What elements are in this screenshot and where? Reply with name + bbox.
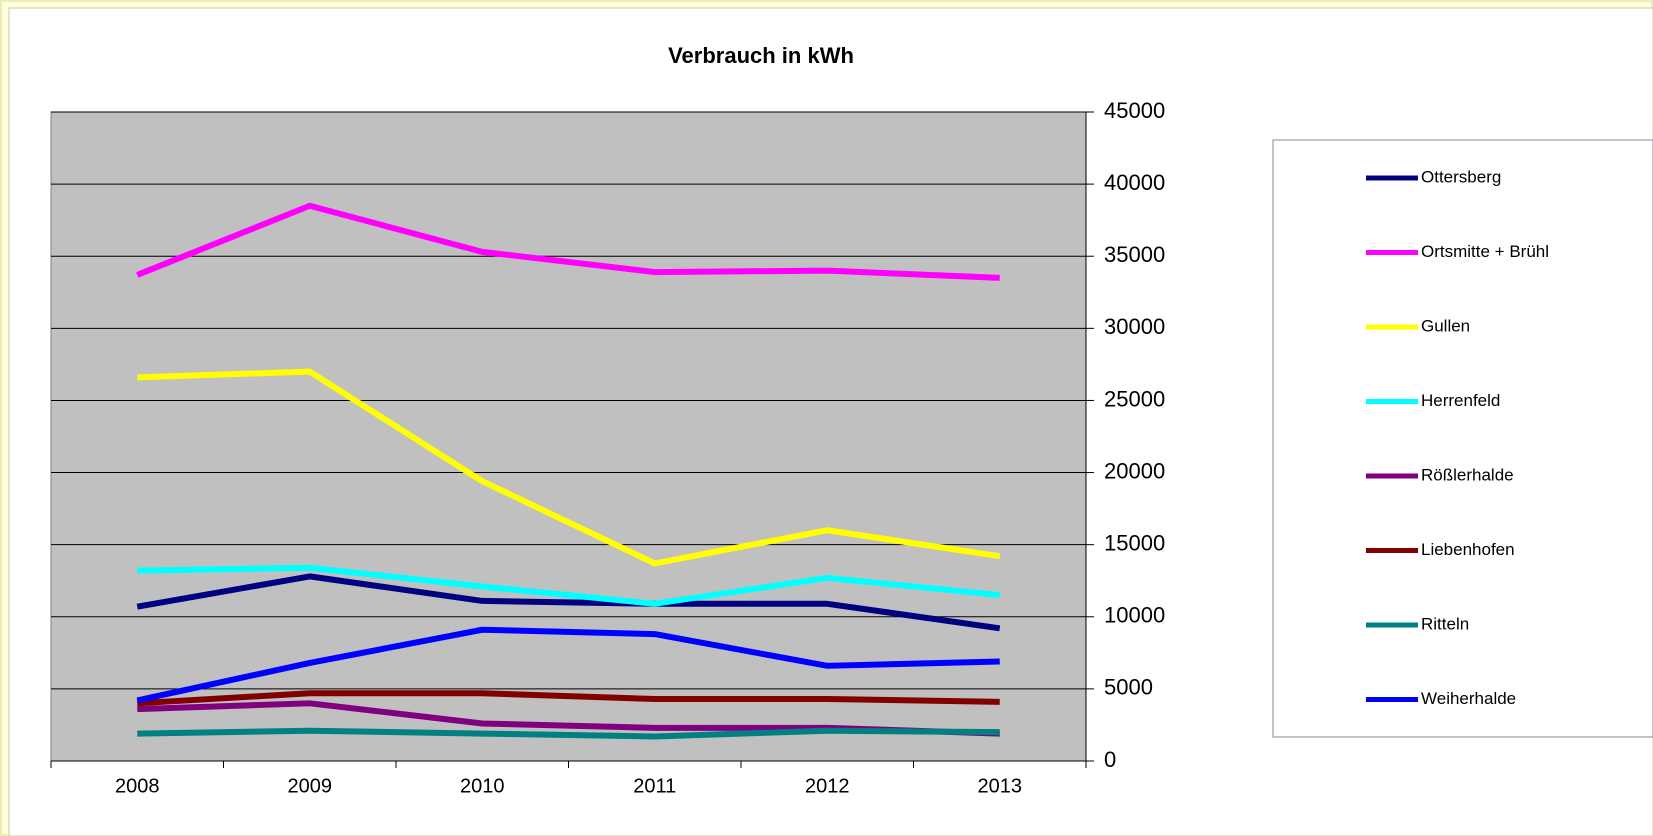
y-tick-label: 40000 <box>1104 170 1165 195</box>
x-tick-label: 2009 <box>288 775 333 797</box>
series-line <box>136 573 1001 632</box>
y-tick-label: 0 <box>1104 747 1116 772</box>
legend-label: Ottersberg <box>1421 167 1501 186</box>
series-line <box>137 564 1001 607</box>
legend-label: Herrenfeld <box>1421 391 1500 410</box>
y-tick-label: 30000 <box>1104 314 1165 339</box>
legend-label: Ortsmitte + Brühl <box>1421 242 1549 261</box>
legend-label: Ritteln <box>1421 614 1469 633</box>
y-tick-label: 5000 <box>1104 675 1153 700</box>
x-tick-label: 2011 <box>633 775 676 797</box>
legend-label: Weiherhalde <box>1421 689 1516 708</box>
legend-label: Gullen <box>1421 316 1470 335</box>
series-line <box>137 727 1000 740</box>
plot-area <box>50 111 1087 762</box>
y-tick-label: 15000 <box>1104 530 1165 555</box>
legend-label: Rößlerhalde <box>1421 465 1514 484</box>
legend-box <box>1272 139 1653 738</box>
x-tick-label: 2010 <box>460 775 505 797</box>
y-tick-label: 20000 <box>1104 458 1165 483</box>
chart-title: Verbrauch in kWh <box>668 43 854 68</box>
series-line <box>137 690 1000 707</box>
x-tick-label: 2012 <box>805 775 850 797</box>
y-tick-label: 25000 <box>1104 386 1165 411</box>
legend-label: Liebenhofen <box>1421 540 1515 559</box>
x-tick-label: 2008 <box>115 775 160 797</box>
y-tick-label: 35000 <box>1104 242 1165 267</box>
y-tick-label: 10000 <box>1104 603 1165 628</box>
series-line <box>136 626 1000 704</box>
x-tick-label: 2013 <box>978 775 1023 797</box>
y-tick-label: 45000 <box>1104 98 1165 123</box>
series-line <box>137 368 1001 567</box>
series-line <box>136 202 1000 281</box>
